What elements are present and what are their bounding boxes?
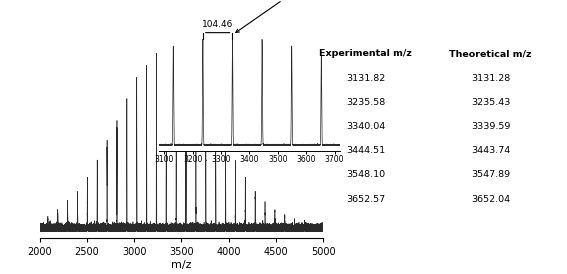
- Text: 3652.57: 3652.57: [346, 195, 386, 204]
- Text: 104.46: 104.46: [202, 21, 234, 29]
- Text: 3547.89: 3547.89: [471, 170, 510, 179]
- Text: 3444.51: 3444.51: [346, 146, 386, 155]
- Text: 3340.04 ([M+Ag]⁺ = 3339.59, DP = 28): 3340.04 ([M+Ag]⁺ = 3339.59, DP = 28): [210, 0, 376, 33]
- X-axis label: m/z: m/z: [171, 260, 192, 270]
- Text: 3235.43: 3235.43: [471, 98, 510, 107]
- Text: 3131.82: 3131.82: [346, 74, 386, 83]
- Text: 3443.74: 3443.74: [471, 146, 510, 155]
- Text: 3548.10: 3548.10: [346, 170, 386, 179]
- Text: Theoretical m/z: Theoretical m/z: [449, 49, 532, 58]
- Text: 3339.59: 3339.59: [471, 122, 510, 131]
- Text: 3340.04: 3340.04: [346, 122, 386, 131]
- Text: Experimental m/z: Experimental m/z: [319, 49, 412, 58]
- Text: 3652.04: 3652.04: [471, 195, 510, 204]
- Text: 3235.58: 3235.58: [346, 98, 386, 107]
- Text: 3131.28: 3131.28: [471, 74, 510, 83]
